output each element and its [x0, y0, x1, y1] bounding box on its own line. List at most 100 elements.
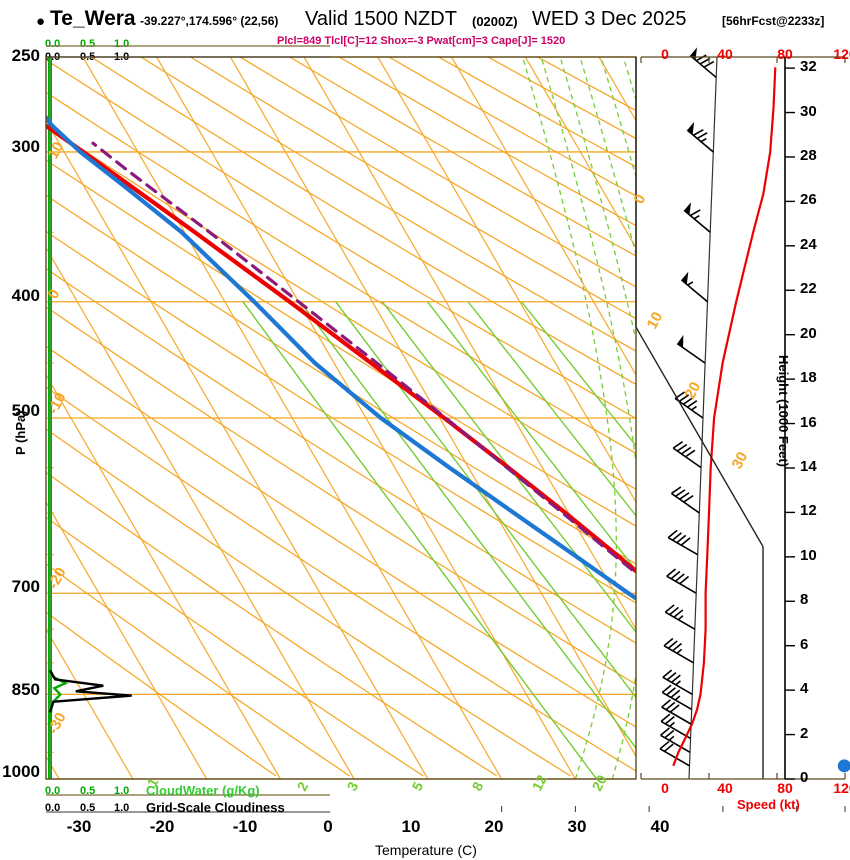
speed-profile-curve — [672, 67, 777, 767]
speed-bottom-tick-40: 40 — [717, 780, 733, 796]
height-tick-8: 8 — [800, 591, 809, 609]
wind-barb — [686, 121, 714, 153]
height-tick-30: 30 — [800, 102, 817, 120]
mixing-ratio-label-3: 3 — [344, 779, 362, 794]
wind-barb — [676, 334, 706, 364]
height-tick-10: 10 — [800, 546, 817, 564]
wind-barb — [683, 202, 711, 233]
mixing-ratio-label-5: 5 — [409, 779, 427, 794]
height-tick-20: 20 — [800, 324, 817, 342]
mixing-ratio-gridlines — [242, 301, 636, 779]
pressure-tick-400: 400 — [11, 286, 40, 305]
speed-bottom-tick-120: 120 — [833, 780, 850, 796]
wind-barb — [666, 568, 697, 594]
cloudwater-bottom-tick-2: 1.0 — [114, 785, 130, 797]
wind-barb — [672, 441, 702, 469]
dry-adiabat-left-label-1: 0 — [45, 287, 64, 302]
dry-adiabat-right-label-1: 10 — [644, 309, 667, 332]
speed-profile-panel — [672, 67, 777, 767]
station-coords: -39.227°,174.596° (22,56) — [140, 14, 279, 28]
surface-markers — [837, 759, 850, 773]
height-tick-22: 22 — [800, 280, 817, 298]
pressure-tick-700: 700 — [11, 577, 40, 596]
height-tick-24: 24 — [800, 235, 817, 253]
valid-time-utc: (0200Z) — [472, 14, 518, 29]
wind-barb — [680, 271, 709, 303]
temperature-tick-20: 20 — [484, 817, 504, 836]
speed-top-tick-120: 120 — [833, 46, 850, 62]
curve-dewpoint — [46, 113, 636, 601]
speed-top-tick-80: 80 — [777, 46, 793, 62]
height-tick-6: 6 — [800, 635, 809, 653]
pressure-tick-250: 250 — [11, 46, 40, 65]
speed-bottom-tick-0: 0 — [661, 780, 669, 796]
pressure-tick-300: 300 — [11, 137, 40, 156]
cloudiness-bottom-tick-0: 0.0 — [45, 802, 61, 814]
speed-top-tick-0: 0 — [661, 46, 669, 62]
wind-barb — [662, 669, 693, 696]
mixing-ratio-label-12: 12 — [529, 772, 551, 793]
moist-adiabat-gridlines — [522, 57, 636, 779]
wind-barb — [671, 486, 700, 514]
dry-adiabat-right-label-3: 30 — [729, 449, 752, 472]
temperature-tick-10: 10 — [401, 817, 421, 836]
cloudwater-tick-0: 0.0 — [45, 38, 61, 50]
curve-parcel — [91, 141, 636, 576]
speed-axis-label: Speed (kt) — [737, 797, 800, 812]
cloudiness-bottom-tick-1: 0.5 — [80, 802, 96, 814]
wind-barb — [659, 740, 690, 767]
temperature-tick--30: -30 — [66, 817, 92, 836]
valid-date: WED 3 Dec 2025 — [532, 8, 687, 30]
speed-top-tick-40: 40 — [717, 46, 733, 62]
dry-adiabat-right-label-2: 20 — [682, 379, 705, 402]
height-tick-16: 16 — [800, 413, 817, 431]
dry-adiabat-gridlines — [46, 57, 636, 777]
wind-barb-panel — [659, 47, 718, 780]
station-name: Te_Wera — [50, 7, 136, 30]
mixing-ratio-label-8: 8 — [469, 779, 487, 794]
axis-ticks — [501, 57, 846, 812]
pressure-axis-label: P (hPa) — [13, 410, 28, 455]
surface-dewpoint-dot — [837, 759, 850, 773]
wind-barb — [663, 637, 694, 664]
wind-barb — [660, 727, 691, 753]
height-tick-0: 0 — [800, 769, 809, 786]
height-tick-14: 14 — [800, 457, 817, 475]
wind-barb — [661, 699, 692, 725]
temperature-tick-40: 40 — [650, 817, 670, 836]
cloud-traces — [48, 57, 132, 779]
temperature-tick--10: -10 — [232, 817, 258, 836]
height-tick-32: 32 — [800, 58, 817, 76]
height-tick-12: 12 — [800, 502, 817, 520]
temperature-tick--20: -20 — [149, 817, 175, 836]
height-tick-26: 26 — [800, 191, 817, 209]
cloudiness-bottom-tick-2: 1.0 — [114, 802, 130, 814]
wind-barb — [667, 529, 699, 556]
forecast-info: [56hrFcst@2233z] — [722, 14, 825, 28]
pressure-tick-1000: 1000 — [2, 762, 40, 781]
isotherm-gridlines — [46, 57, 636, 779]
wind-barb — [661, 684, 693, 711]
height-tick-28: 28 — [800, 146, 817, 164]
plot-frames — [45, 45, 845, 813]
stability-indices: Plcl=849 Tlcl[C]=12 Shox=-3 Pwat[cm]=3 C… — [277, 35, 566, 47]
cloudwater-tick-2: 1.0 — [114, 38, 130, 50]
cloudwater-bottom-tick-0: 0.0 — [45, 785, 61, 797]
cloudiness-legend: Grid-Scale Cloudiness — [146, 800, 285, 815]
dry-adiabat-left-label-0: 10 — [45, 139, 68, 162]
height-tick-18: 18 — [800, 369, 817, 387]
height-axis-label: Height (1000 Feet) — [776, 355, 791, 467]
valid-time: Valid 1500 NZDT — [305, 8, 457, 30]
temperature-axis-label: Temperature (C) — [375, 842, 477, 858]
cloudwater-bottom-tick-1: 0.5 — [80, 785, 96, 797]
cloudwater-legend: CloudWater (g/Kg) — [146, 783, 260, 798]
dry-adiabat-right-label-0: 0 — [631, 192, 650, 207]
wind-barb — [664, 604, 696, 630]
height-tick-2: 2 — [800, 724, 809, 742]
station-bullet-icon: ● — [36, 13, 46, 30]
cloudwater-tick-1: 0.5 — [80, 38, 96, 50]
temperature-tick-30: 30 — [567, 817, 587, 836]
